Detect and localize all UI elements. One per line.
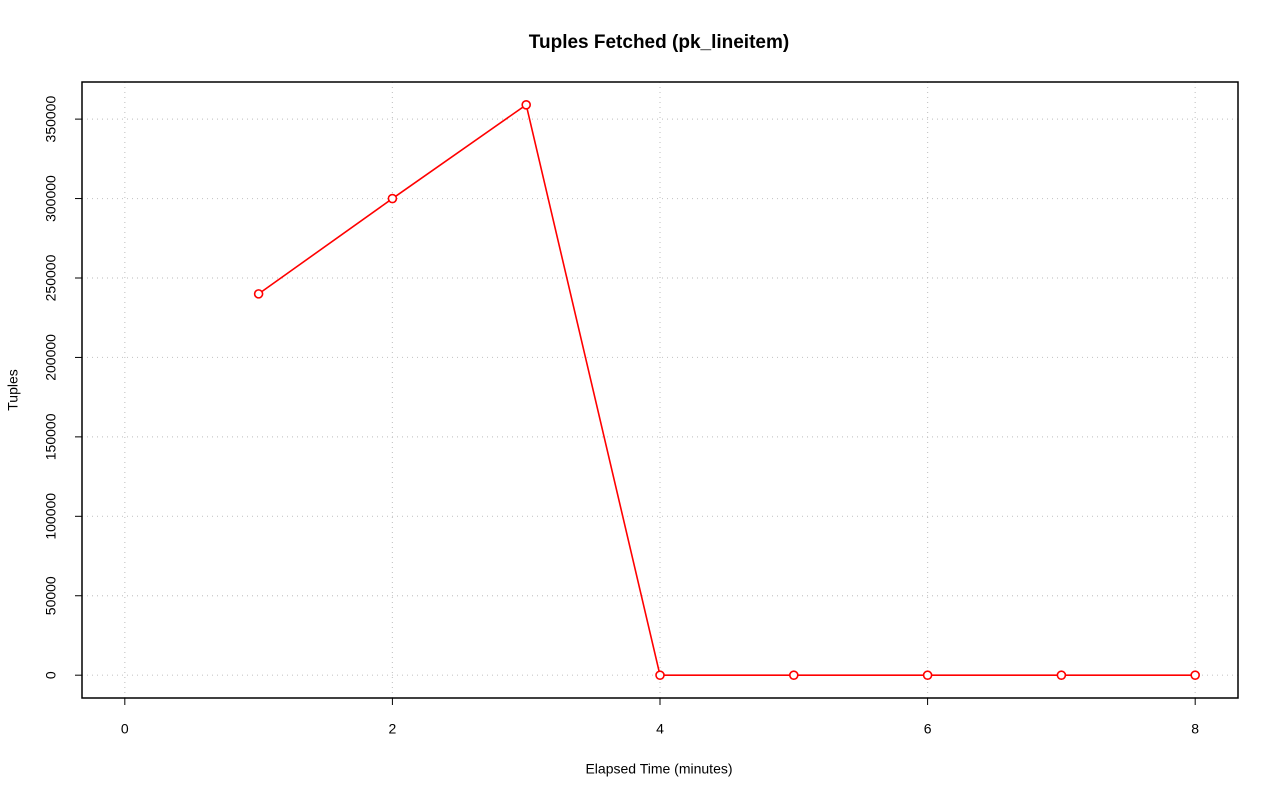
x-axis-label: Elapsed Time (minutes) — [585, 761, 732, 777]
series-line — [258, 103, 1196, 676]
y-tick-label: 0 — [43, 671, 59, 679]
data-point — [253, 289, 264, 299]
x-tick-label: 6 — [924, 721, 932, 737]
x-tick-label: 4 — [656, 721, 664, 737]
data-point — [922, 670, 933, 680]
x-tick-label: 2 — [389, 721, 397, 737]
y-tick-label: 50000 — [43, 576, 59, 615]
y-tick-label: 200000 — [43, 334, 59, 381]
y-axis-label: Tuples — [5, 369, 21, 411]
x-tick-label: 8 — [1191, 721, 1199, 737]
y-tick-label: 250000 — [43, 254, 59, 301]
y-tick-label: 300000 — [43, 175, 59, 222]
data-point — [387, 193, 398, 204]
y-tick-label: 350000 — [43, 96, 59, 143]
data-point — [521, 100, 532, 110]
y-tick-label: 100000 — [43, 493, 59, 540]
y-tick-label: 150000 — [43, 413, 59, 460]
x-tick-label: 0 — [121, 721, 129, 737]
data-point — [788, 670, 799, 680]
marks — [253, 100, 1200, 680]
data-point — [1056, 670, 1067, 680]
data-point — [1190, 670, 1200, 680]
chart-title: Tuples Fetched (pk_lineitem) — [529, 32, 789, 53]
data-point — [655, 670, 665, 680]
